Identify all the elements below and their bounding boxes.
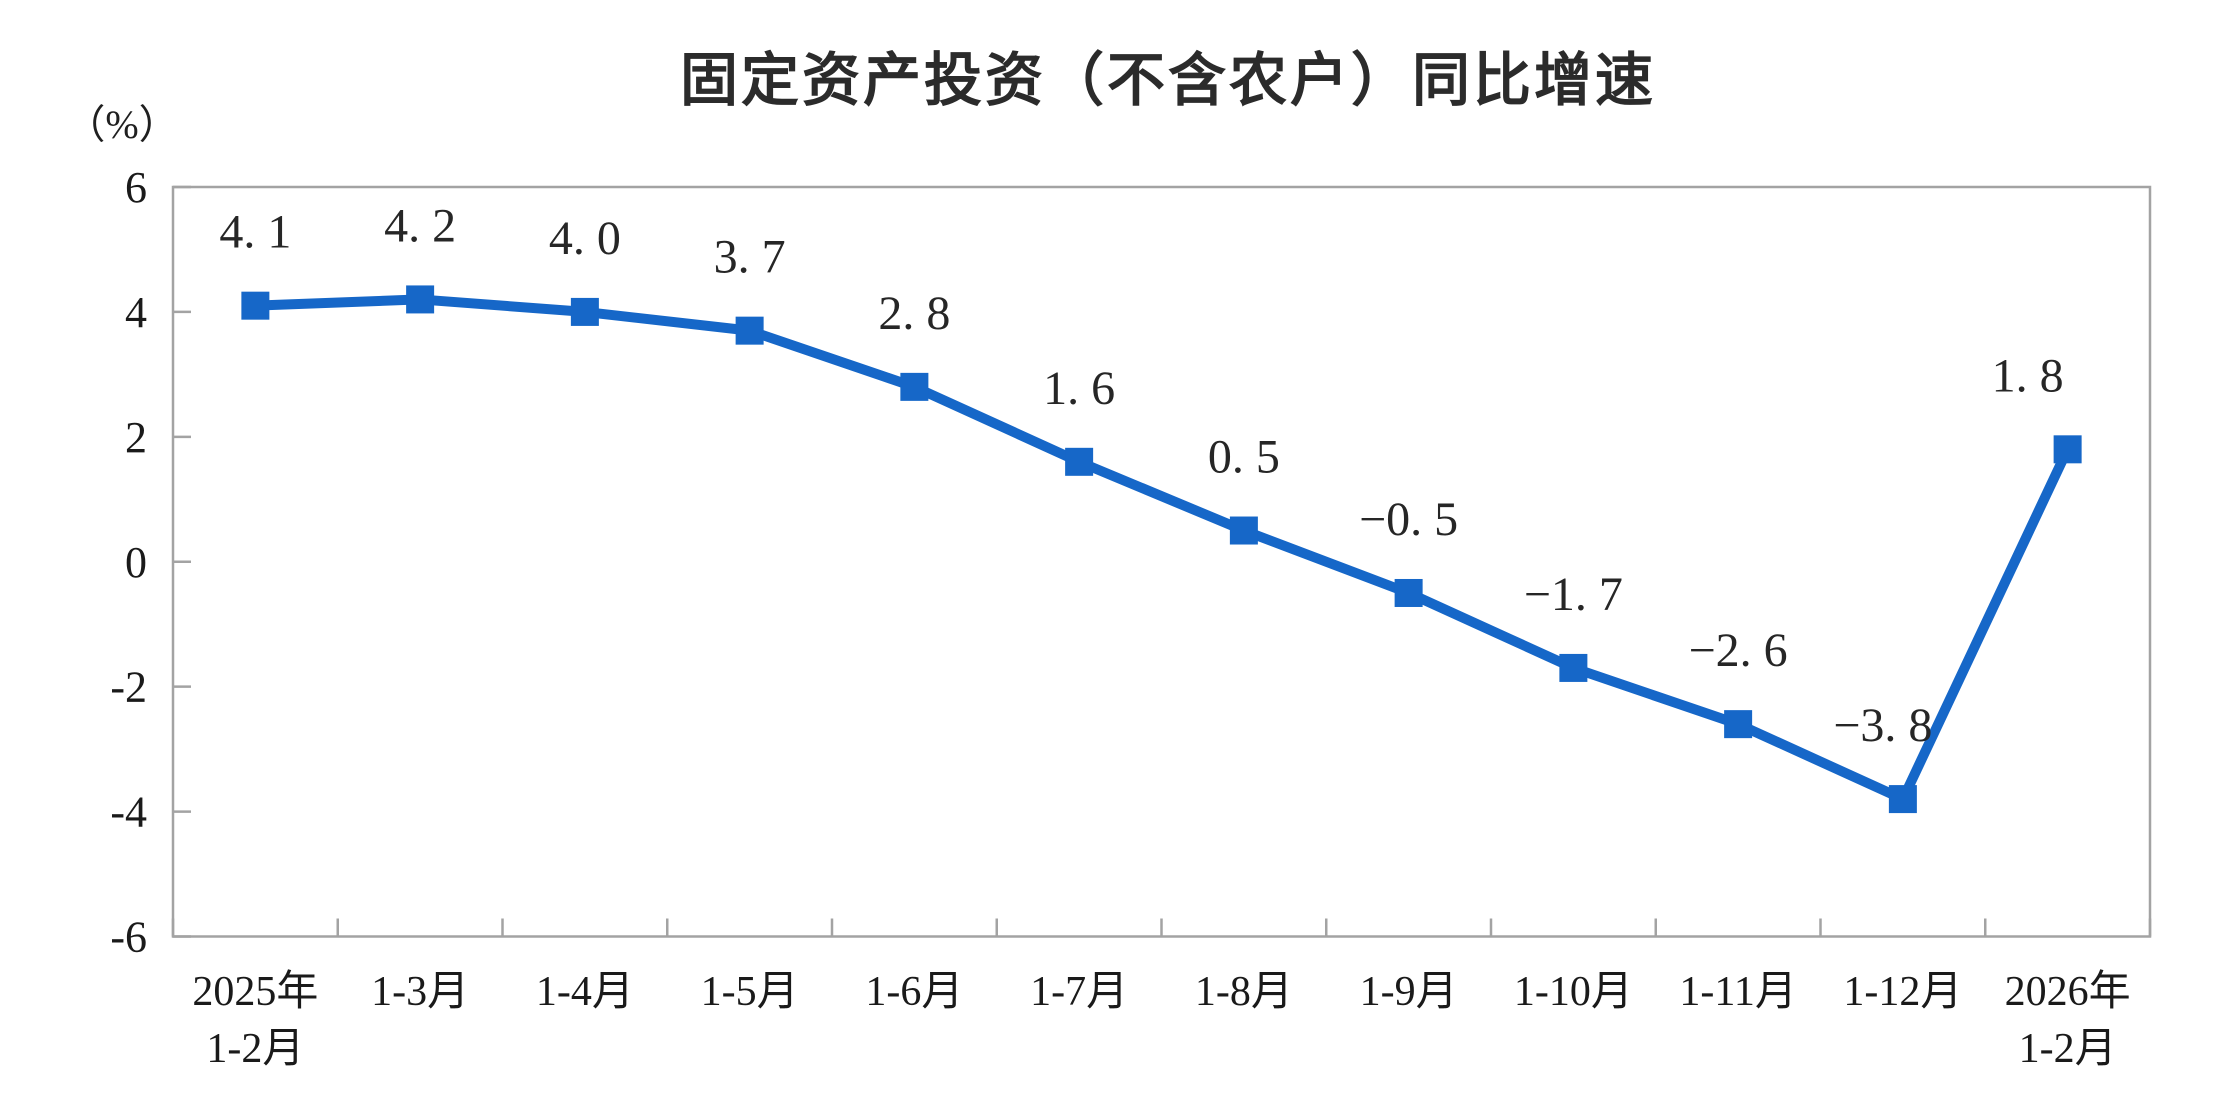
x-category-label: 1-9月 xyxy=(1360,969,1458,1015)
x-axis-ticks xyxy=(171,918,2152,937)
data-point-marker xyxy=(1229,516,1258,545)
data-point-labels: 4. 1 4. 2 4. 0 3. 7 2. 8 1. 6 0. 5 −0. 5 −1. 7 −2… xyxy=(219,199,2063,752)
data-point-label: 1. 6 xyxy=(1043,362,1115,415)
data-point-marker xyxy=(1888,785,1917,814)
data-point-marker xyxy=(1724,710,1753,739)
data-point-label: 4. 0 xyxy=(549,212,621,265)
x-category-label: 1-2月 xyxy=(206,1026,304,1072)
x-category-label: 1-5月 xyxy=(701,969,799,1015)
x-category-label: 1-12月 xyxy=(1843,969,1962,1015)
data-point-marker xyxy=(406,285,435,314)
x-category-label: 2026年 xyxy=(2005,968,2131,1015)
series-markers xyxy=(241,285,2082,814)
y-tick-label: -2 xyxy=(110,663,147,712)
y-axis-unit-label: （%） xyxy=(65,102,178,147)
series-polyline xyxy=(255,294,2073,805)
data-point-marker xyxy=(1559,653,1588,682)
x-category-label: 1-11月 xyxy=(1679,969,1796,1015)
x-category-label: 1-2月 xyxy=(2019,1026,2117,1072)
y-tick-label: 0 xyxy=(125,538,147,587)
data-point-marker xyxy=(735,316,764,345)
data-point-label: −2. 6 xyxy=(1689,624,1788,677)
data-point-label: 2. 8 xyxy=(878,287,950,340)
data-point-marker xyxy=(2053,435,2082,464)
data-point-label: 3. 7 xyxy=(714,231,786,284)
data-point-marker xyxy=(241,291,270,320)
data-point-label: −1. 7 xyxy=(1524,568,1623,621)
data-point-label: 4. 1 xyxy=(219,206,291,259)
series-line xyxy=(255,294,2073,805)
data-point-marker xyxy=(900,372,929,401)
x-category-label: 2025年 xyxy=(192,968,318,1015)
y-tick-label: -6 xyxy=(110,913,147,962)
x-category-label: 1-8月 xyxy=(1195,969,1293,1015)
y-axis-tick-labels: 6 4 2 0 -2 -4 -6 xyxy=(110,163,147,962)
chart-title: 固定资产投资（不含农户）同比增速 xyxy=(680,48,1656,113)
x-category-label: 1-4月 xyxy=(536,969,634,1015)
data-point-label: 4. 2 xyxy=(384,199,456,252)
data-point-label: 1. 8 xyxy=(1992,349,2064,402)
data-point-marker xyxy=(1065,447,1094,476)
data-point-marker xyxy=(1394,578,1423,607)
x-category-label: 1-10月 xyxy=(1514,969,1633,1015)
x-axis-category-labels: 2025年 1-2月 1-3月 1-4月 1-5月 1-6月 1-7月 1-8月 1-9月 1-1… xyxy=(192,968,2130,1072)
x-category-label: 1-3月 xyxy=(371,969,469,1015)
y-tick-label: 4 xyxy=(125,288,147,337)
data-point-label: −0. 5 xyxy=(1359,493,1458,546)
data-point-marker xyxy=(570,297,599,326)
x-category-label: 1-7月 xyxy=(1030,969,1128,1015)
data-point-label: −3. 8 xyxy=(1833,699,1932,752)
y-tick-label: 2 xyxy=(125,413,147,462)
x-category-label: 1-6月 xyxy=(865,969,963,1015)
data-point-label: 0. 5 xyxy=(1208,431,1280,484)
y-tick-label: 6 xyxy=(125,163,147,212)
y-tick-label: -4 xyxy=(110,788,147,837)
y-axis-ticks xyxy=(173,185,191,938)
